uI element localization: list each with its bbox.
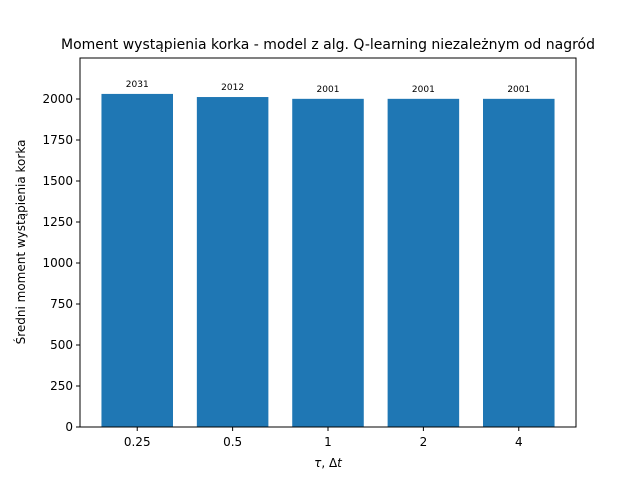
y-tick-label: 500 [50,338,73,352]
y-axis: 0 250 500 750 1000 1250 1500 1750 2000 [42,92,80,434]
bar-value-label: 2001 [507,85,530,95]
bar-value-labels: 2031 2012 2001 2001 2001 [126,80,530,95]
bar-2 [387,98,460,427]
x-axis-label-delta: , Δ [321,456,338,470]
bar-value-label: 2001 [317,85,340,95]
y-tick-label: 750 [50,297,73,311]
bar-value-label: 2012 [221,83,244,93]
y-tick-label: 1000 [42,256,73,270]
x-tick-label: 1 [324,435,332,449]
bar-4 [483,98,555,427]
x-axis-label-tau: τ [314,456,322,470]
plot-frame [79,57,577,428]
x-tick-label: 0.5 [223,435,242,449]
y-tick-label: 1250 [42,215,73,229]
y-tick-label: 250 [50,379,73,393]
bar-0.5 [196,97,269,428]
x-axis-label: τ, Δt [314,456,343,470]
x-axis-label-t: t [337,456,343,470]
bar-value-label: 2031 [126,80,149,90]
y-tick-label: 2000 [42,92,73,106]
bar-0.25 [101,93,173,427]
x-tick-label: 2 [420,435,428,449]
x-axis: 0.25 0.5 1 2 4 [124,427,523,449]
bar-1 [292,98,364,427]
bars-group [101,93,555,428]
y-axis-label: Średni moment wystąpienia korka [13,140,28,345]
x-tick-label: 0.25 [124,435,151,449]
y-tick-label: 0 [65,420,73,434]
bar-value-label: 2001 [412,85,435,95]
y-tick-label: 1500 [42,174,73,188]
chart-title: Moment wystąpienia korka - model z alg. … [61,37,595,53]
y-tick-label: 1750 [42,133,73,147]
x-tick-label: 4 [515,435,523,449]
